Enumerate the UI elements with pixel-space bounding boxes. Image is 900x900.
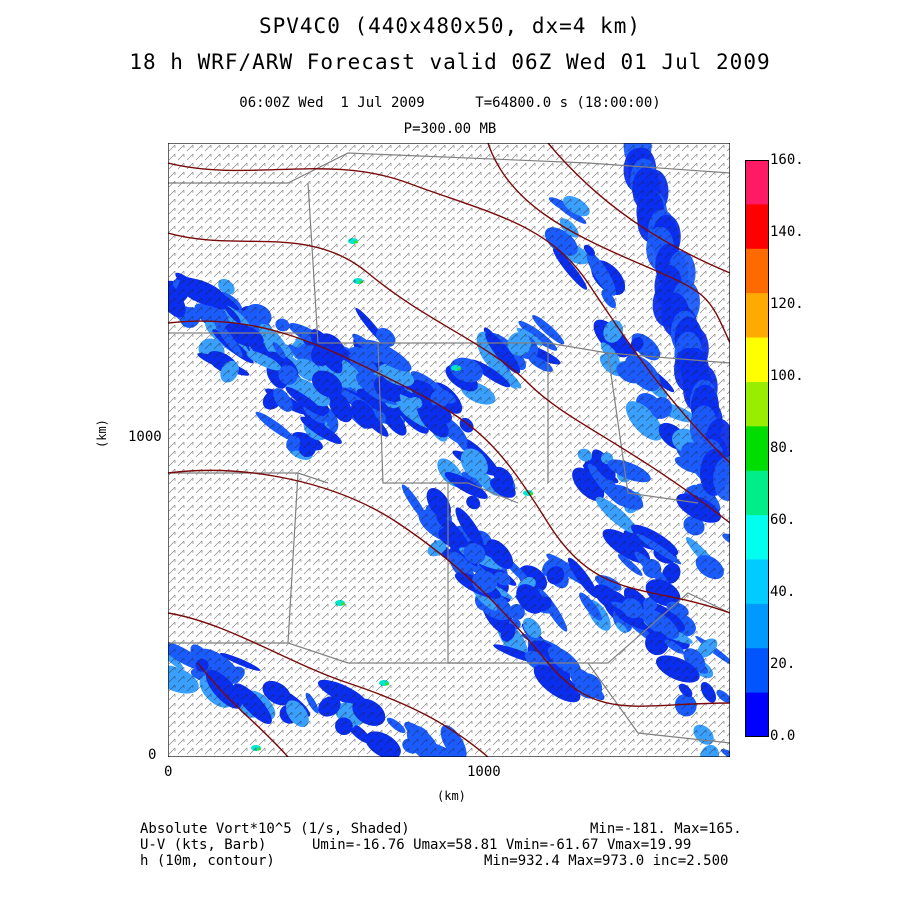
colorbar-swatch [745, 470, 769, 516]
colorbar-label: 100. [770, 368, 804, 384]
colorbar-label: 140. [770, 224, 804, 240]
colorbar-label: 40. [770, 584, 796, 600]
colorbar-label: 120. [770, 296, 804, 312]
colorbar-swatch [745, 515, 769, 560]
colorbar-label: 20. [770, 656, 796, 672]
colorbar-swatch [745, 559, 769, 605]
y-axis-label: (km) [95, 419, 109, 448]
valid-time: 06:00Z Wed 1 Jul 2009 T=64800.0 s (18:00… [239, 95, 661, 111]
title-line-2: 18 h WRF/ARW Forecast valid 06Z Wed 01 J… [129, 50, 771, 74]
colorbar-swatch [745, 337, 769, 383]
state-borders [168, 152, 730, 744]
colorbar [745, 160, 769, 737]
y-tick-1000: 1000 [128, 429, 162, 445]
colorbar-swatch [745, 248, 769, 294]
height-contours [168, 143, 730, 757]
colorbar-label: 0.0 [770, 728, 796, 744]
pressure-level: P=300.00 MB [403, 121, 497, 137]
x-tick-1000: 1000 [467, 764, 501, 780]
colorbar-label: 160. [770, 152, 804, 168]
colorbar-swatch [745, 293, 769, 339]
footer-field-vort: Absolute Vort*10^5 (1/s, Shaded) [140, 821, 410, 837]
title-line-1: SPV4C0 (440x480x50, dx=4 km) [258, 14, 641, 38]
colorbar-label: 80. [770, 440, 796, 456]
colorbar-swatch [745, 692, 769, 737]
colorbar-swatch [745, 426, 769, 472]
colorbar-swatch [745, 160, 769, 205]
footer-vort-range: Min=-181. Max=165. [590, 821, 742, 837]
footer-wind-range: Umin=-16.76 Umax=58.81 Vmin=-61.67 Vmax=… [312, 837, 692, 853]
colorbar-label: 60. [770, 512, 796, 528]
x-axis-label: (km) [437, 789, 466, 803]
footer-height-range: Min=932.4 Max=973.0 inc=2.500 [484, 853, 729, 869]
wind-barbs [168, 143, 730, 757]
colorbar-swatch [745, 381, 769, 427]
x-tick-0: 0 [164, 764, 173, 780]
colorbar-swatch [745, 648, 769, 694]
footer-field-height: h (10m, contour) [140, 853, 275, 869]
y-tick-0: 0 [148, 747, 157, 763]
colorbar-swatch [745, 603, 769, 649]
colorbar-swatch [745, 204, 769, 250]
footer-field-wind: U-V (kts, Barb) [140, 837, 267, 853]
vorticity-map [168, 143, 730, 757]
